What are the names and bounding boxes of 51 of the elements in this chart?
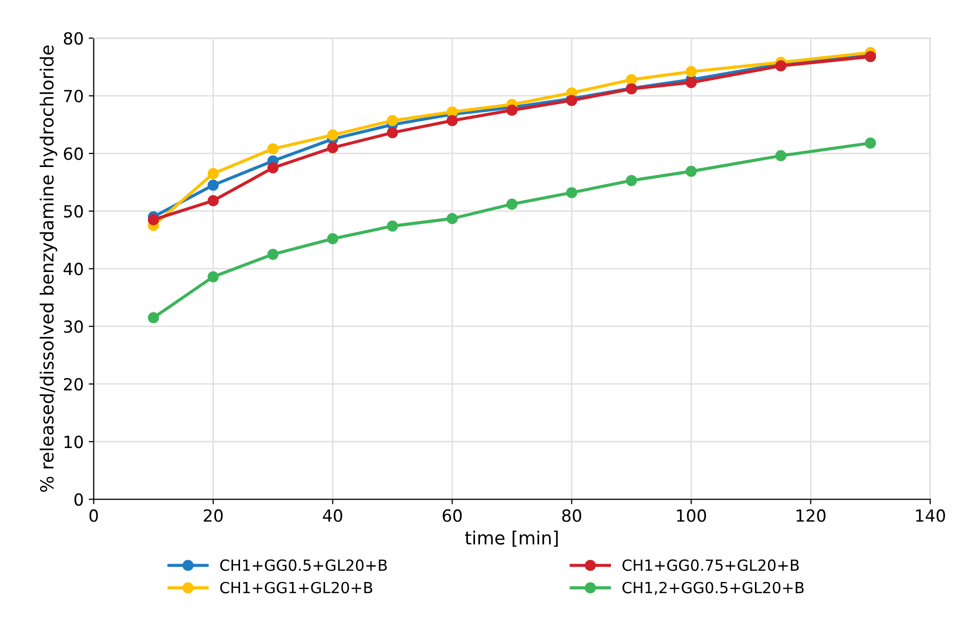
point [208, 271, 219, 282]
y-tick-label: 80 [64, 32, 83, 45]
point [686, 66, 697, 78]
point [386, 127, 398, 138]
x-tick-label: 140 [916, 509, 945, 522]
y-tick-label: 20 [64, 378, 83, 391]
point [775, 150, 786, 162]
point [267, 248, 278, 260]
point [208, 168, 219, 180]
point [267, 162, 278, 174]
legend-label: CH1+GG0.5+GL20+B [220, 559, 387, 571]
legend-label: CH1+GG1+GL20+B [220, 582, 372, 594]
point [148, 214, 159, 226]
point [686, 76, 697, 88]
y-tick-label: 50 [64, 205, 83, 218]
y-tick-label: 60 [64, 147, 83, 160]
point [506, 104, 518, 116]
x-tick-label: 20 [204, 509, 223, 522]
point [327, 129, 338, 141]
y-tick-label: 10 [64, 436, 83, 448]
y-tick-label: 0 [74, 493, 83, 506]
point [327, 142, 338, 154]
point [267, 143, 278, 154]
point [208, 180, 219, 191]
y-tick-label: 30 [64, 320, 83, 333]
point [506, 198, 518, 210]
x-axis-title: time [min] [465, 530, 558, 547]
point [686, 166, 697, 177]
point [446, 115, 458, 126]
point [386, 220, 398, 232]
y-tick-label: 70 [64, 90, 83, 102]
point [446, 213, 458, 224]
y-axis-title: % released/dissolved benzydamine hydrochloride [40, 46, 58, 492]
point [626, 74, 637, 86]
x-tick-label: 120 [796, 509, 826, 522]
x-tick-label: 60 [442, 509, 462, 522]
x-tick-label: 40 [322, 509, 342, 522]
x-tick-label: 80 [562, 509, 582, 522]
point [208, 195, 219, 206]
x-tick-label: 100 [677, 509, 706, 522]
point [327, 233, 338, 244]
y-tick-label: 40 [64, 262, 83, 276]
point [148, 312, 159, 324]
point [386, 115, 398, 126]
point [864, 138, 876, 149]
legend-label: CH1,2+GG0.5+GL20+B [622, 582, 804, 595]
legend-label: CH1+GG0.75+GL20+B [622, 559, 799, 571]
point [566, 187, 578, 198]
point [864, 51, 876, 62]
x-tick-label: 0 [89, 509, 98, 522]
point [626, 174, 637, 186]
